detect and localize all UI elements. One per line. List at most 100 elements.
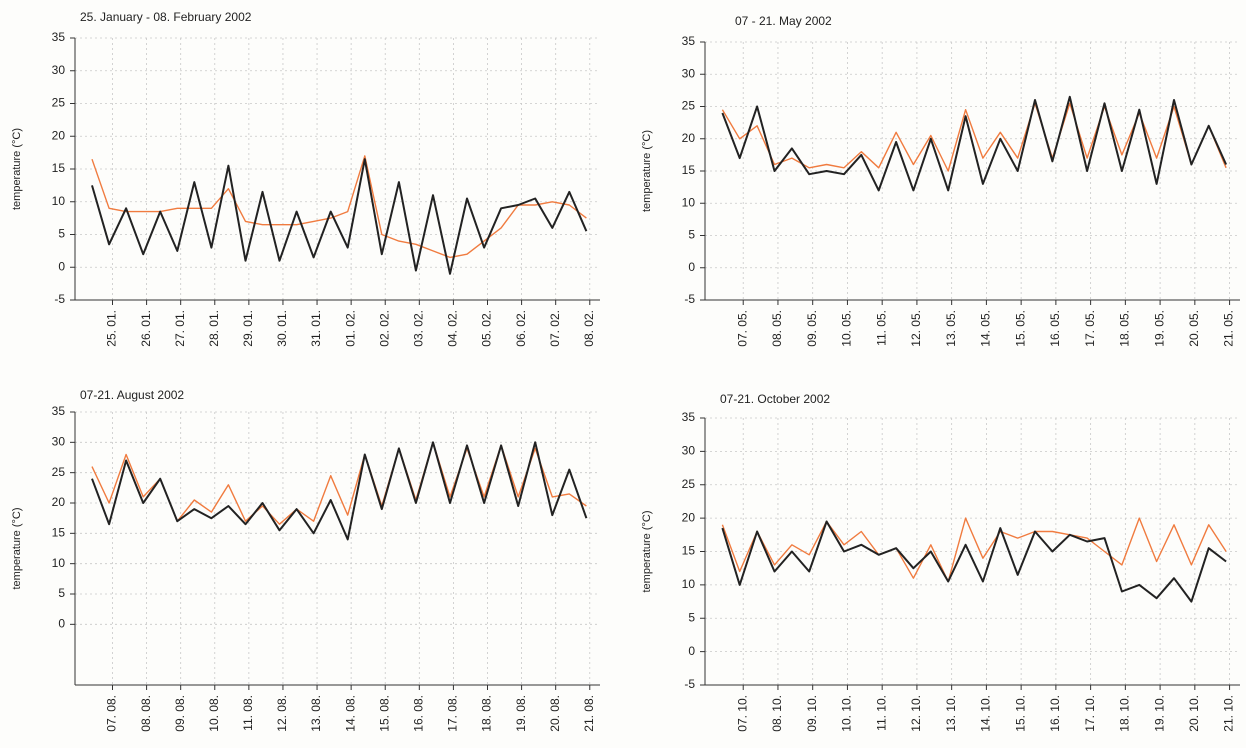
temperature-line — [91, 155, 587, 259]
x-tick-label: 21. 10. — [1222, 695, 1236, 732]
x-tick-label: 08. 05. — [770, 310, 784, 347]
x-tick-label: 12. 05. — [909, 310, 923, 347]
y-tick-label: 25 — [52, 465, 66, 479]
temperature-line — [91, 441, 588, 541]
y-tick-label: 10 — [682, 577, 696, 591]
x-tick-label: 30. 01. — [275, 310, 289, 347]
y-tick-label: 35 — [52, 404, 66, 418]
y-tick-label: 20 — [682, 131, 696, 145]
x-tick-label: 16. 10. — [1048, 695, 1062, 732]
x-tick-label: 26. 01. — [139, 310, 153, 347]
x-tick-label: 17. 10. — [1083, 695, 1097, 732]
temperature-line — [721, 95, 1228, 192]
x-tick-label: 15. 05. — [1013, 310, 1027, 347]
x-tick-label: 08. 02. — [582, 310, 596, 347]
y-tick-label: 15 — [52, 161, 66, 175]
x-tick-label: 12. 08. — [275, 695, 289, 732]
y-tick-label: 35 — [682, 34, 696, 48]
y-tick-label: 25 — [52, 96, 66, 110]
x-tick-label: 13. 08. — [309, 695, 323, 732]
x-tick-label: 11. 05. — [874, 310, 888, 346]
y-tick-label: 20 — [52, 128, 66, 142]
y-tick-label: 5 — [688, 228, 695, 242]
x-tick-label: 21. 05. — [1222, 310, 1236, 347]
y-tick-label: -5 — [54, 292, 65, 306]
x-tick-label: 17. 08. — [446, 695, 460, 732]
y-tick-label: 30 — [52, 435, 66, 449]
y-axis-label: temperature (°C) — [641, 130, 653, 212]
chart-title: 07 - 21. May 2002 — [735, 14, 832, 28]
x-tick-label: 18. 08. — [480, 695, 494, 732]
x-tick-label: 08. 08. — [139, 695, 153, 732]
x-tick-label: 21. 08. — [582, 695, 596, 732]
x-tick-label: 14. 05. — [979, 310, 993, 347]
x-tick-label: 13. 05. — [944, 310, 958, 347]
x-tick-label: 13. 10. — [944, 695, 958, 732]
x-tick-label: 19. 08. — [514, 695, 528, 732]
x-tick-label: 03. 02. — [411, 310, 425, 347]
x-tick-label: 14. 08. — [343, 695, 357, 732]
y-tick-label: 0 — [58, 617, 65, 631]
x-tick-label: 27. 01. — [173, 310, 187, 347]
x-tick-label: 11. 10. — [874, 695, 888, 731]
y-tick-label: 10 — [52, 194, 66, 208]
y-axis-label: temperature (°C) — [641, 510, 653, 592]
x-tick-label: 07. 02. — [548, 310, 562, 347]
x-tick-label: 29. 01. — [241, 310, 255, 347]
x-tick-label: 15. 10. — [1013, 695, 1027, 732]
chart-title: 07-21. August 2002 — [80, 388, 184, 402]
y-tick-label: 10 — [52, 556, 66, 570]
x-tick-label: 28. 01. — [207, 310, 221, 347]
x-tick-label: 11. 08. — [241, 695, 255, 731]
y-tick-label: 20 — [52, 495, 66, 509]
x-tick-label: 10. 05. — [840, 310, 854, 347]
y-tick-label: -5 — [684, 677, 695, 691]
x-tick-label: 02. 02. — [377, 310, 391, 347]
x-tick-label: 01. 02. — [343, 310, 357, 347]
y-tick-label: 10 — [682, 195, 696, 209]
temperature-line — [721, 520, 1227, 603]
y-tick-label: -5 — [684, 292, 695, 306]
y-tick-label: 15 — [682, 544, 696, 558]
x-tick-label: 31. 01. — [309, 310, 323, 347]
x-tick-label: 09. 10. — [805, 695, 819, 732]
y-tick-label: 5 — [58, 227, 65, 241]
x-tick-label: 14. 10. — [979, 695, 993, 732]
x-tick-label: 09. 08. — [173, 695, 187, 732]
x-tick-label: 07. 05. — [735, 310, 749, 347]
y-tick-label: 30 — [682, 66, 696, 80]
y-tick-label: 15 — [682, 163, 696, 177]
y-axis-label: temperature (°C) — [11, 128, 23, 210]
x-tick-label: 16. 08. — [411, 695, 425, 732]
temperature-line — [91, 158, 588, 275]
chart-title: 25. January - 08. February 2002 — [80, 10, 252, 24]
y-tick-label: 15 — [52, 526, 66, 540]
x-tick-label: 08. 10. — [770, 695, 784, 732]
y-tick-label: 25 — [682, 477, 696, 491]
chart-title: 07-21. October 2002 — [720, 392, 830, 406]
x-tick-label: 17. 05. — [1083, 310, 1097, 347]
x-tick-label: 25. 01. — [105, 310, 119, 347]
x-tick-label: 05. 02. — [480, 310, 494, 347]
x-tick-label: 12. 10. — [909, 695, 923, 732]
x-tick-label: 10. 10. — [840, 695, 854, 732]
x-tick-label: 20. 08. — [548, 695, 562, 732]
x-tick-label: 04. 02. — [446, 310, 460, 347]
y-tick-label: 25 — [682, 99, 696, 113]
y-tick-label: 30 — [52, 63, 66, 77]
y-tick-label: 35 — [52, 30, 66, 44]
y-tick-label: 20 — [682, 510, 696, 524]
y-tick-label: 5 — [58, 586, 65, 600]
x-tick-label: 09. 05. — [805, 310, 819, 347]
x-tick-label: 06. 02. — [514, 310, 528, 347]
x-tick-label: 20. 10. — [1187, 695, 1201, 732]
y-tick-label: 0 — [58, 259, 65, 273]
x-tick-label: 18. 10. — [1118, 695, 1132, 732]
x-tick-label: 07. 08. — [105, 695, 119, 732]
x-tick-label: 15. 08. — [377, 695, 391, 732]
x-tick-label: 18. 05. — [1118, 310, 1132, 347]
y-tick-label: 0 — [688, 260, 695, 274]
y-tick-label: 35 — [682, 410, 696, 424]
